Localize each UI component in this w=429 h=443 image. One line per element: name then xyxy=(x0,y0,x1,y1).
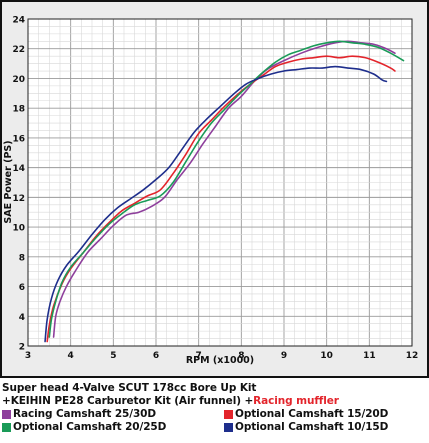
y-tick-label: 2 xyxy=(19,343,25,353)
grid xyxy=(27,18,413,347)
series-lines xyxy=(44,40,405,343)
series-line-4 xyxy=(44,65,388,343)
series-line-3 xyxy=(48,40,405,338)
y-tick-label: 14 xyxy=(12,164,25,174)
chart-panel: 3 4 5 6 7 8 9 10 11 12 2 4 6 8 10 12 14 16 18 20 22 24 RPM (… xyxy=(0,0,429,378)
caption: Super head 4-Valve SCUT 178cc Bore Up Ki… xyxy=(2,382,427,434)
legend-item-optional-10-15: Optional Camshaft 10/15D xyxy=(224,421,388,434)
legend-swatch-icon xyxy=(2,410,11,419)
legend-swatch-icon xyxy=(224,423,233,432)
legend-label: Optional Camshaft 10/15D xyxy=(235,421,389,433)
x-tick-label: 3 xyxy=(25,351,31,361)
plot-border xyxy=(27,18,413,347)
legend-label: Optional Camshaft 15/20D xyxy=(235,408,389,420)
x-tick-label: 9 xyxy=(281,351,287,361)
x-tick-label: 11 xyxy=(363,351,376,361)
legend-swatch-icon xyxy=(2,423,11,432)
caption-subtitle: +KEIHIN PE28 Carburetor Kit (Air funnel)… xyxy=(2,395,427,408)
legend-label: Racing Camshaft 25/30D xyxy=(13,408,157,420)
x-tick-label: 12 xyxy=(406,351,419,361)
y-tick-label: 24 xyxy=(12,16,25,26)
y-tick-label: 22 xyxy=(12,45,25,55)
x-tick-label: 10 xyxy=(320,351,333,361)
x-tick-label: 8 xyxy=(238,351,244,361)
legend-item-optional-15-20: Optional Camshaft 15/20D xyxy=(224,408,388,421)
y-tick-label: 18 xyxy=(12,105,25,115)
legend-row-2: Optional Camshaft 20/25D Optional Camsha… xyxy=(2,421,427,434)
x-tick-label: 5 xyxy=(110,351,116,361)
legend-row-1: Racing Camshaft 25/30D Optional Camshaft… xyxy=(2,408,427,421)
caption-subtitle-text: +KEIHIN PE28 Carburetor Kit (Air funnel)… xyxy=(2,395,254,407)
x-tick-label: 7 xyxy=(196,351,202,361)
x-tick-label: 4 xyxy=(68,351,74,361)
y-tick-label: 8 xyxy=(19,253,25,263)
caption-accent-text: Racing muffler xyxy=(253,395,339,407)
x-tick-labels: 3 4 5 6 7 8 9 10 11 12 xyxy=(25,351,418,361)
x-axis-label: RPM (x1000) xyxy=(186,355,254,366)
x-tick-label: 6 xyxy=(153,351,159,361)
legend-label: Optional Camshaft 20/25D xyxy=(13,421,167,433)
y-tick-label: 12 xyxy=(12,194,25,204)
y-tick-label: 4 xyxy=(19,313,25,323)
legend-swatch-icon xyxy=(224,410,233,419)
legend-item-racing-camshaft: Racing Camshaft 25/30D xyxy=(2,408,224,421)
y-axis-label: SAE Power (PS) xyxy=(3,140,14,223)
legend-item-optional-20-25: Optional Camshaft 20/25D xyxy=(2,421,224,434)
y-tick-label: 20 xyxy=(12,75,25,85)
y-tick-label: 6 xyxy=(19,283,25,293)
y-tick-label: 10 xyxy=(12,224,25,234)
y-tick-label: 16 xyxy=(12,134,25,144)
caption-title: Super head 4-Valve SCUT 178cc Bore Up Ki… xyxy=(2,382,257,394)
